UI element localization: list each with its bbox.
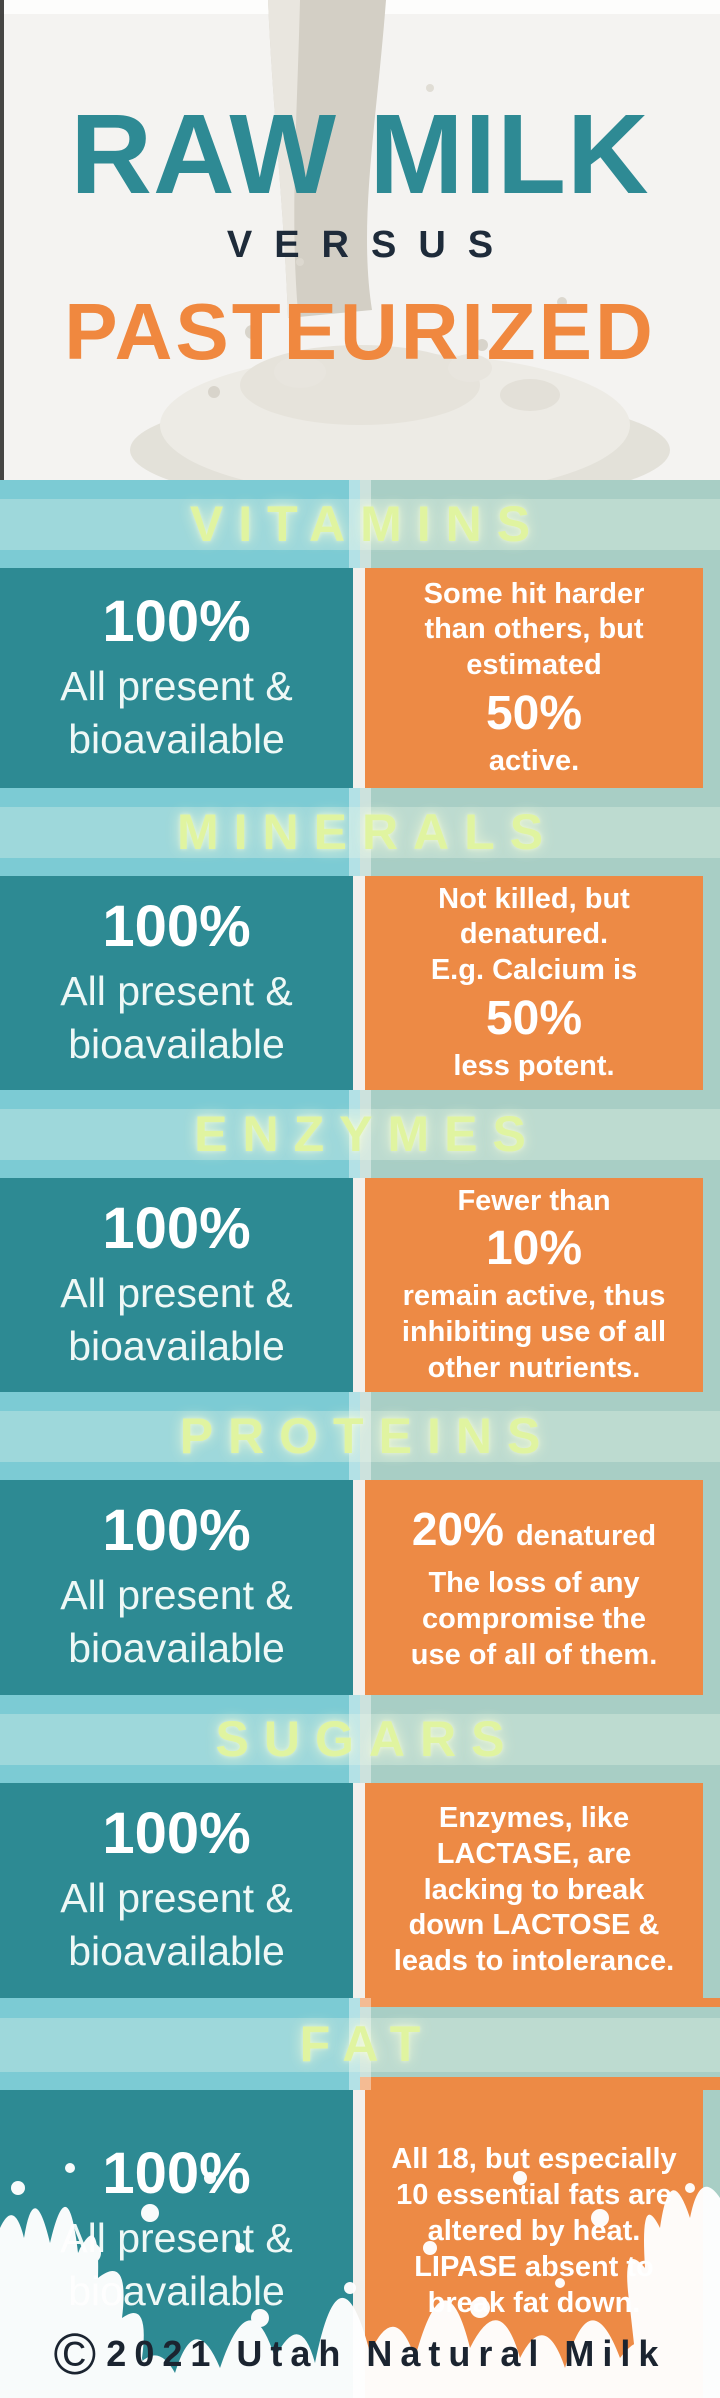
band-left-half xyxy=(0,1998,360,2090)
band-left-half xyxy=(0,788,360,876)
raw-stat: 100% xyxy=(102,2141,251,2206)
section-band-enzymes: ENZYMES xyxy=(0,1090,720,1178)
pasteurized-card: Some hit harder than others, but estimat… xyxy=(365,568,703,788)
title-glow xyxy=(0,1109,720,1161)
raw-stat: 100% xyxy=(102,893,251,959)
section-band-minerals: MINERALS xyxy=(0,788,720,876)
copyright-icon: © xyxy=(53,2322,97,2387)
center-strip xyxy=(349,788,371,876)
pasteurized-stat: 10% xyxy=(485,1222,583,1276)
pasteurized-post: The loss of any compromise the use of al… xyxy=(410,1567,658,1671)
raw-stat: 100% xyxy=(102,1801,251,1867)
section-band-proteins: PROTEINS xyxy=(0,1392,720,1480)
header: RAW MILK VERSUS PASTEURIZED xyxy=(0,0,720,480)
title-glow xyxy=(0,2018,720,2072)
pasteurized-post: less potent. xyxy=(453,1049,615,1082)
title-glow xyxy=(0,1714,720,1766)
section-band-fat: FAT xyxy=(0,1998,720,2090)
pasteurized-statline: 20% denatured xyxy=(412,1501,656,1558)
center-strip xyxy=(349,1695,371,1783)
center-strip xyxy=(349,480,371,568)
milk-pour-photo xyxy=(0,0,720,480)
section-row-enzymes: 100% All present & bioavailable Fewer th… xyxy=(0,1178,720,1392)
section-row-minerals: 100% All present & bioavailable Not kill… xyxy=(0,876,720,1090)
title-glow xyxy=(0,1411,720,1463)
band-right-half xyxy=(360,788,720,876)
band-left-half xyxy=(0,1695,360,1783)
raw-milk-card: 100% All present & bioavailable xyxy=(0,1783,353,1998)
pasteurized-stat: 20% xyxy=(411,1503,504,1556)
raw-milk-card: 100% All present & bioavailable xyxy=(0,1178,353,1392)
title-versus: VERSUS xyxy=(226,224,516,266)
band-right-half xyxy=(360,1695,720,1783)
title-glow xyxy=(0,499,720,551)
pasteurized-pre: Fewer than xyxy=(457,1184,611,1217)
raw-milk-card: 100% All present & bioavailable xyxy=(0,876,353,1090)
band-left-half xyxy=(0,1090,360,1178)
section-row-proteins: 100% All present & bioavailable 20% dena… xyxy=(0,1480,720,1695)
raw-stat: 100% xyxy=(102,1195,251,1261)
section-title-vitamins: VITAMINS xyxy=(189,496,546,552)
pasteurized-card: Not killed, but denatured. E.g. Calcium … xyxy=(365,876,703,1090)
section-title-sugars: SUGARS xyxy=(215,1711,520,1767)
section-band-sugars: SUGARS xyxy=(0,1695,720,1783)
raw-desc: All present & bioavailable xyxy=(60,1572,293,1672)
right-margin xyxy=(703,876,720,1090)
pasteurized-pre: Some hit harder than others, but estimat… xyxy=(423,577,645,682)
copyright-line: © 2021 Utah Natural Milk xyxy=(0,2321,720,2388)
band-right-half xyxy=(360,1998,720,2090)
section-title-minerals: MINERALS xyxy=(176,804,559,860)
right-margin xyxy=(703,1178,720,1392)
raw-desc: All present & bioavailable xyxy=(60,662,293,762)
card-gap xyxy=(353,1783,365,1998)
card-gap xyxy=(353,1178,365,1392)
title-pasteurized: PASTEURIZED xyxy=(64,287,656,376)
section-title-proteins: PROTEINS xyxy=(179,1408,556,1464)
raw-milk-card: 100% All present & bioavailable xyxy=(0,568,353,788)
center-strip xyxy=(349,1392,371,1480)
title-glow xyxy=(0,807,720,859)
section-title-fat: FAT xyxy=(299,2016,436,2072)
band-left-half xyxy=(0,480,360,568)
pasteurized-stat: 50% xyxy=(485,687,583,741)
right-margin xyxy=(703,1783,720,1998)
raw-stat: 100% xyxy=(102,588,251,654)
pasteurized-stat: 50% xyxy=(485,992,583,1046)
raw-milk-card: 100% All present & bioavailable xyxy=(0,1480,353,1695)
right-margin xyxy=(703,1480,720,1695)
section-band-vitamins: VITAMINS xyxy=(0,480,720,568)
pasteurized-card: Fewer than 10% remain active, thus inhib… xyxy=(365,1178,703,1392)
pasteurized-stat-suffix: denatured xyxy=(515,1520,657,1553)
pasteurized-post: All 18, but especially 10 essential fats… xyxy=(391,2143,677,2319)
pasteurized-post: remain active, thus inhibiting use of al… xyxy=(401,1279,667,1384)
card-gap xyxy=(353,568,365,788)
pasteurized-pre: Not killed, but denatured. E.g. Calcium … xyxy=(430,882,638,987)
raw-desc: All present & bioavailable xyxy=(60,967,293,1067)
raw-desc: All present & bioavailable xyxy=(60,1269,293,1369)
right-margin xyxy=(703,568,720,788)
band-right-half xyxy=(360,480,720,568)
card-gap xyxy=(353,876,365,1090)
center-strip xyxy=(349,1090,371,1178)
pasteurized-post: Enzymes, like LACTASE, are lacking to br… xyxy=(393,1801,675,1978)
section-title-enzymes: ENZYMES xyxy=(194,1106,541,1162)
band-left-half xyxy=(0,1392,360,1480)
center-strip xyxy=(349,1998,371,2090)
pasteurized-post: active. xyxy=(488,744,580,777)
raw-stat: 100% xyxy=(102,1498,251,1564)
copyright-text: 2021 Utah Natural Milk xyxy=(106,2333,667,2374)
raw-desc: All present & bioavailable xyxy=(60,2214,293,2315)
band-right-half xyxy=(360,1090,720,1178)
section-row-sugars: 100% All present & bioavailable Enzymes,… xyxy=(0,1783,720,1998)
band-right-half xyxy=(360,1392,720,1480)
pasteurized-card: 20% denatured The loss of any compromise… xyxy=(365,1480,703,1695)
pasteurized-card: Enzymes, like LACTASE, are lacking to br… xyxy=(365,1783,703,1998)
raw-desc: All present & bioavailable xyxy=(60,1875,293,1975)
section-row-vitamins: 100% All present & bioavailable Some hit… xyxy=(0,568,720,788)
title-raw-milk: RAW MILK xyxy=(70,91,650,217)
card-gap xyxy=(353,1480,365,1695)
